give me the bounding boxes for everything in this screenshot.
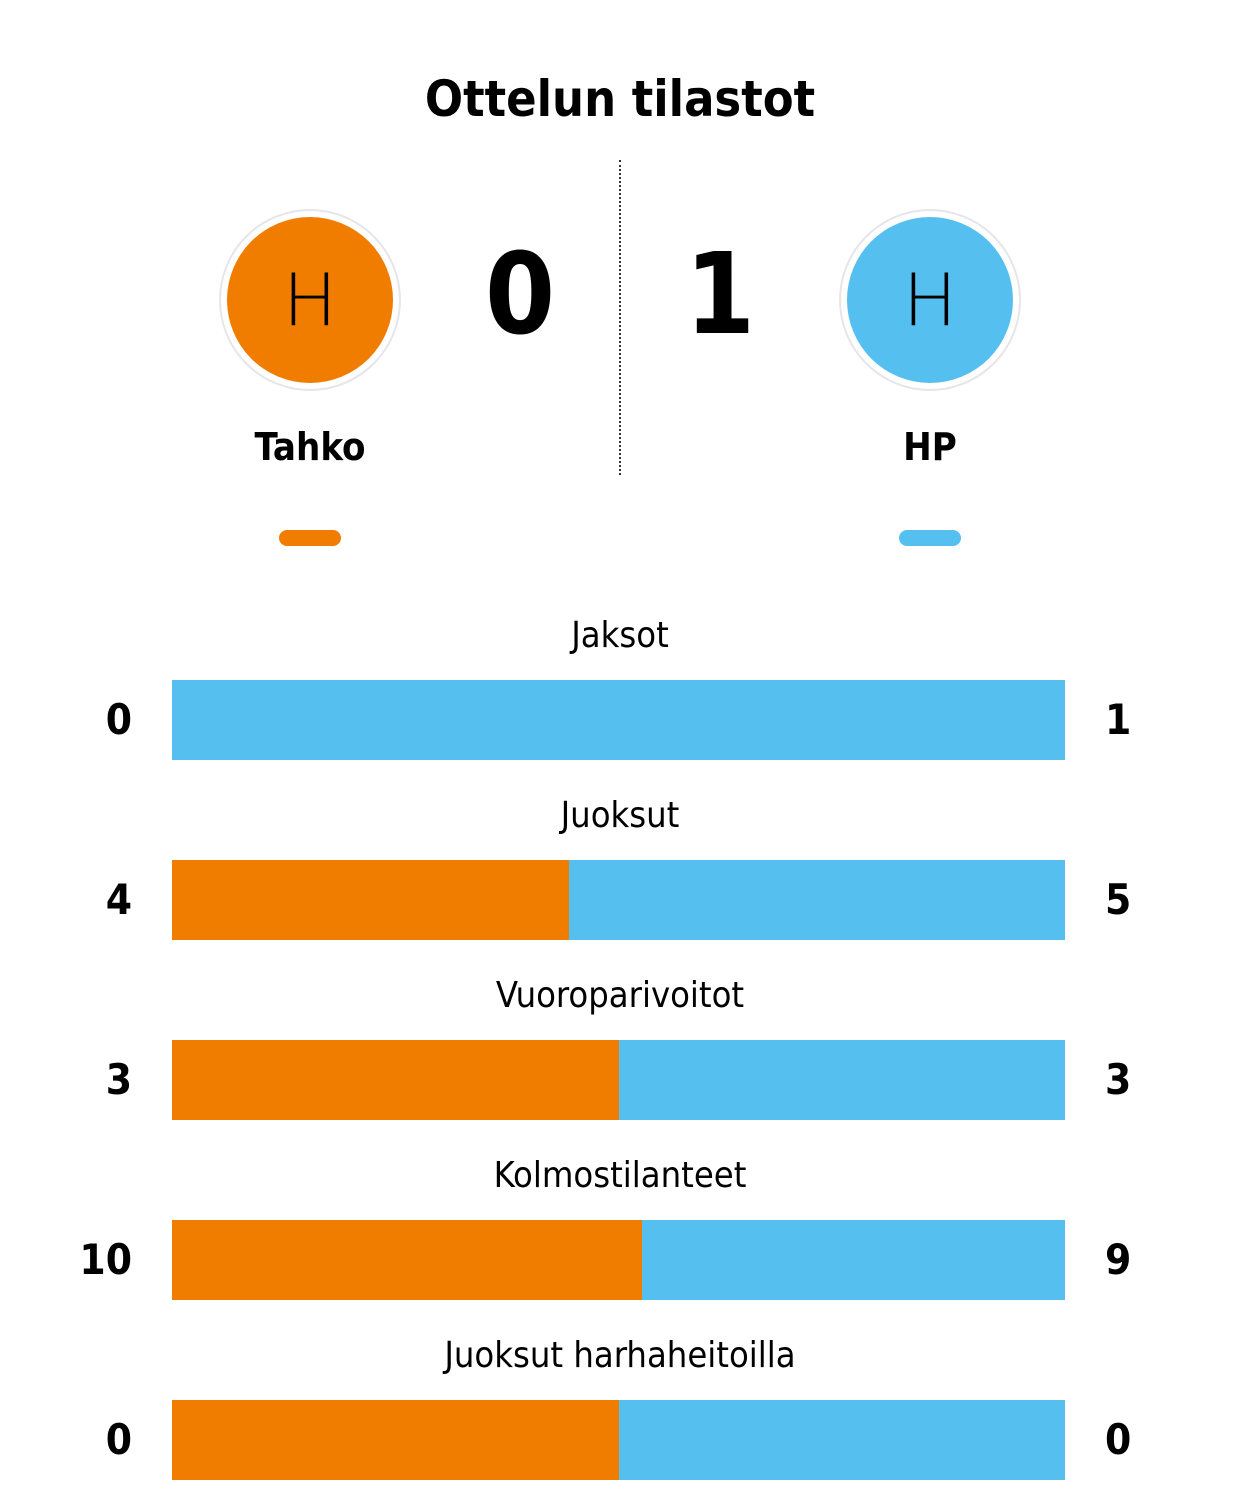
divider bbox=[619, 160, 621, 475]
home-bar-segment bbox=[172, 1220, 642, 1300]
away-bar-segment bbox=[618, 1040, 1065, 1120]
away-team-logo: H bbox=[839, 209, 1021, 391]
home-stat-value: 0 bbox=[105, 1415, 132, 1464]
stat-label: Kolmostilanteet bbox=[493, 1155, 747, 1196]
away-stat-value: 0 bbox=[1105, 1415, 1132, 1464]
stat-label: Juoksut harhaheitoilla bbox=[444, 1335, 796, 1376]
stat-label: Juoksut bbox=[560, 795, 680, 836]
away-color-legend bbox=[899, 530, 961, 546]
stat-bar bbox=[172, 1220, 1065, 1300]
home-stat-value: 0 bbox=[105, 695, 132, 744]
away-logo-letter: H bbox=[847, 217, 1013, 383]
stat-label: Vuoroparivoitot bbox=[495, 975, 745, 1016]
away-stat-value: 5 bbox=[1105, 875, 1132, 924]
stat-label: Jaksot bbox=[571, 615, 669, 656]
home-score: 0 bbox=[484, 230, 556, 360]
home-logo-letter: H bbox=[227, 217, 393, 383]
home-team-logo: H bbox=[219, 209, 401, 391]
page-title: Ottelun tilastot bbox=[424, 70, 816, 128]
away-stat-value: 1 bbox=[1105, 695, 1132, 744]
away-stat-value: 9 bbox=[1105, 1235, 1132, 1284]
home-color-legend bbox=[279, 530, 341, 546]
home-bar-segment bbox=[172, 860, 569, 940]
home-team-name: Tahko bbox=[254, 425, 366, 469]
home-bar-segment bbox=[172, 1040, 619, 1120]
away-bar-segment bbox=[568, 860, 1065, 940]
away-score: 1 bbox=[684, 230, 756, 360]
home-stat-value: 3 bbox=[105, 1055, 132, 1104]
away-bar-segment bbox=[172, 680, 1065, 760]
away-stat-value: 3 bbox=[1105, 1055, 1132, 1104]
home-bar-segment bbox=[172, 1400, 619, 1480]
away-team-name: HP bbox=[903, 425, 957, 469]
away-bar-segment bbox=[642, 1220, 1065, 1300]
stat-bar bbox=[172, 680, 1065, 760]
stat-bar bbox=[172, 860, 1065, 940]
stat-bar bbox=[172, 1400, 1065, 1480]
stat-bar bbox=[172, 1040, 1065, 1120]
home-stat-value: 10 bbox=[79, 1235, 132, 1284]
home-stat-value: 4 bbox=[105, 875, 132, 924]
away-bar-segment bbox=[618, 1400, 1065, 1480]
